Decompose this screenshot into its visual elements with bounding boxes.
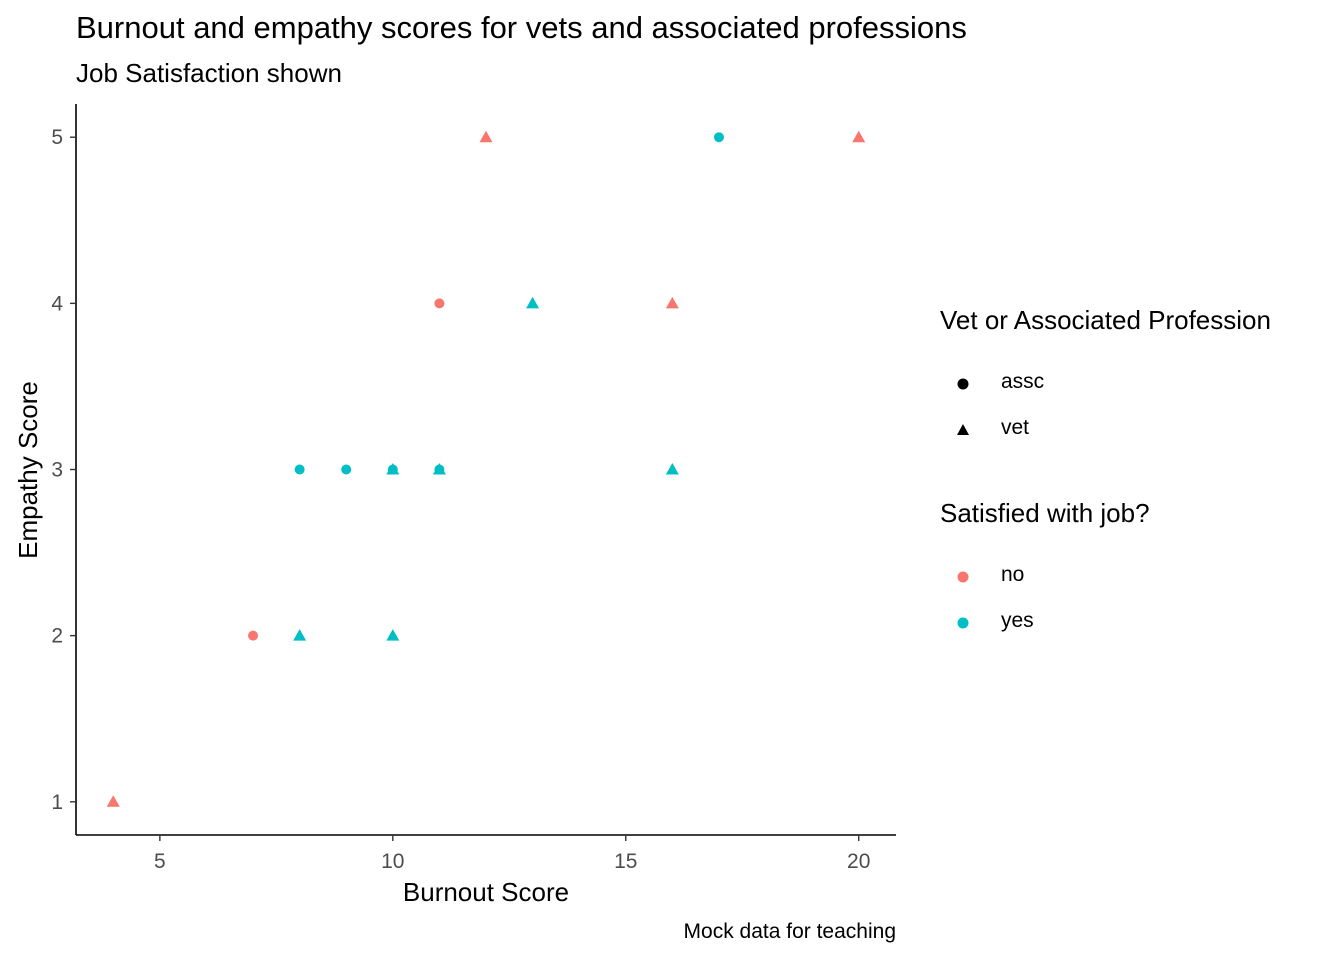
- data-point-vet: [665, 296, 679, 309]
- legend-label-yes: yes: [1001, 609, 1034, 632]
- data-point-assc: [294, 464, 305, 475]
- legend-profession: Vet or Associated Profession assc vet: [940, 305, 1271, 455]
- legend-label-no: no: [1001, 563, 1025, 586]
- data-point-vet: [526, 296, 540, 309]
- legend-item-no: no: [940, 556, 1150, 602]
- chart-caption: Mock data for teaching: [683, 920, 896, 943]
- x-tick-label: 20: [847, 850, 870, 873]
- y-tick-label: 3: [51, 459, 63, 482]
- data-point-vet: [293, 629, 307, 641]
- legend-swatch-no: [957, 571, 969, 583]
- circle-icon: [957, 617, 969, 629]
- y-tick-label: 4: [51, 292, 63, 315]
- legend-item-yes: yes: [940, 602, 1150, 648]
- x-tick-label: 10: [381, 850, 404, 873]
- legend-item-assc: assc: [940, 363, 1271, 409]
- y-tick-label: 2: [51, 625, 63, 648]
- legend-satisfaction-title: Satisfied with job?: [940, 498, 1150, 528]
- data-point-vet: [432, 463, 446, 475]
- data-point-vet: [386, 463, 400, 475]
- data-point-assc: [248, 630, 259, 641]
- data-point-vet: [665, 463, 679, 475]
- legend-satisfaction: Satisfied with job? no yes: [940, 498, 1150, 648]
- circle-icon: [957, 571, 969, 583]
- triangle-icon: [957, 424, 969, 435]
- x-tick-label: 15: [614, 850, 637, 873]
- chart-title: Burnout and empathy scores for vets and …: [76, 10, 967, 45]
- data-point-assc: [713, 132, 724, 143]
- x-axis-label: Burnout Score: [403, 877, 569, 907]
- data-point-vet: [106, 795, 120, 807]
- legend-item-vet: vet: [940, 409, 1271, 455]
- data-point-assc: [434, 298, 445, 309]
- legend-swatch-yes: [957, 617, 969, 629]
- data-point-vet: [479, 130, 493, 143]
- legend-label-assc: assc: [1001, 370, 1045, 393]
- y-tick-label: 5: [51, 126, 63, 149]
- legend-profession-title: Vet or Associated Profession: [940, 305, 1271, 335]
- axes: 5 10 15 20 1 2 3 4 5: [51, 104, 896, 873]
- y-tick-label: 1: [51, 791, 63, 814]
- circle-icon: [957, 378, 969, 390]
- data-point-assc: [341, 464, 352, 475]
- legend-label-vet: vet: [1001, 416, 1030, 439]
- data-points: [106, 130, 866, 807]
- y-axis-label: Empathy Score: [13, 381, 43, 559]
- chart-subtitle: Job Satisfaction shown: [76, 58, 342, 88]
- x-tick-label: 5: [154, 850, 166, 873]
- data-point-vet: [852, 130, 866, 143]
- data-point-vet: [386, 629, 400, 641]
